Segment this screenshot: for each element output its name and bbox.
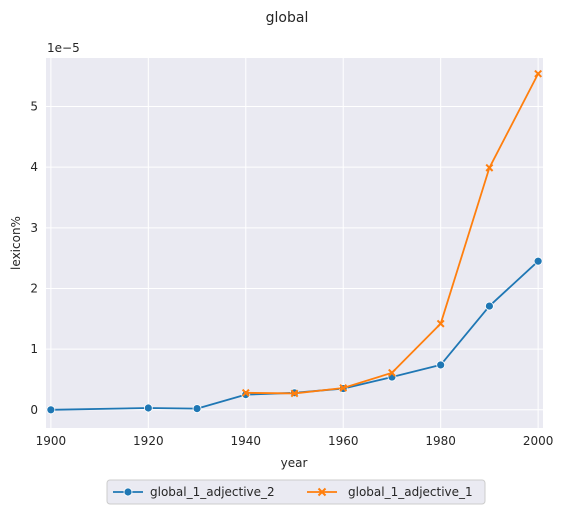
data-point bbox=[339, 384, 348, 392]
grid bbox=[46, 58, 543, 428]
legend-entry-2: global_1_adjective_1 bbox=[307, 485, 473, 499]
series-2 bbox=[241, 69, 543, 398]
y-tick-labels: 0 1 2 3 4 5 bbox=[30, 100, 38, 417]
x-axis-label: year bbox=[281, 456, 308, 470]
data-point bbox=[485, 163, 494, 172]
data-point bbox=[388, 368, 396, 377]
x-tick-label: 1940 bbox=[231, 434, 262, 448]
y-offset-label: 1e−5 bbox=[47, 41, 80, 55]
legend-marker-circle bbox=[123, 487, 133, 497]
data-point bbox=[534, 69, 543, 78]
plot-background bbox=[46, 58, 543, 428]
data-point bbox=[143, 403, 153, 413]
legend: global_1_adjective_2 global_1_adjective_… bbox=[106, 479, 486, 505]
x-tick-label: 1980 bbox=[425, 434, 456, 448]
data-point bbox=[46, 405, 56, 415]
data-point bbox=[290, 389, 299, 398]
x-tick-label: 2000 bbox=[523, 434, 554, 448]
x-tick-label: 1900 bbox=[36, 434, 67, 448]
y-axis-label: lexicon% bbox=[9, 216, 23, 270]
x-tick-labels: 1900 1920 1940 1960 1980 2000 bbox=[36, 434, 554, 448]
chart-title: global bbox=[266, 10, 309, 26]
data-point bbox=[485, 301, 494, 311]
y-tick-label: 2 bbox=[30, 281, 38, 295]
data-point bbox=[436, 319, 445, 328]
data-point bbox=[436, 360, 446, 370]
legend-frame bbox=[106, 479, 486, 505]
x-tick-label: 1920 bbox=[133, 434, 164, 448]
legend-label-2: global_1_adjective_1 bbox=[348, 485, 473, 499]
data-point bbox=[241, 388, 250, 397]
y-tick-label: 1 bbox=[30, 342, 38, 356]
y-tick-label: 5 bbox=[30, 100, 38, 114]
data-point bbox=[533, 256, 543, 266]
data-point bbox=[192, 404, 202, 413]
series-layer bbox=[46, 69, 543, 415]
y-tick-label: 0 bbox=[30, 403, 38, 417]
y-tick-label: 4 bbox=[30, 160, 38, 174]
legend-entry-1: global_1_adjective_2 bbox=[113, 485, 275, 499]
legend-label-1: global_1_adjective_2 bbox=[150, 485, 275, 499]
x-tick-label: 1960 bbox=[328, 434, 359, 448]
legend-marker-x bbox=[317, 487, 327, 497]
y-tick-label: 3 bbox=[30, 221, 38, 235]
